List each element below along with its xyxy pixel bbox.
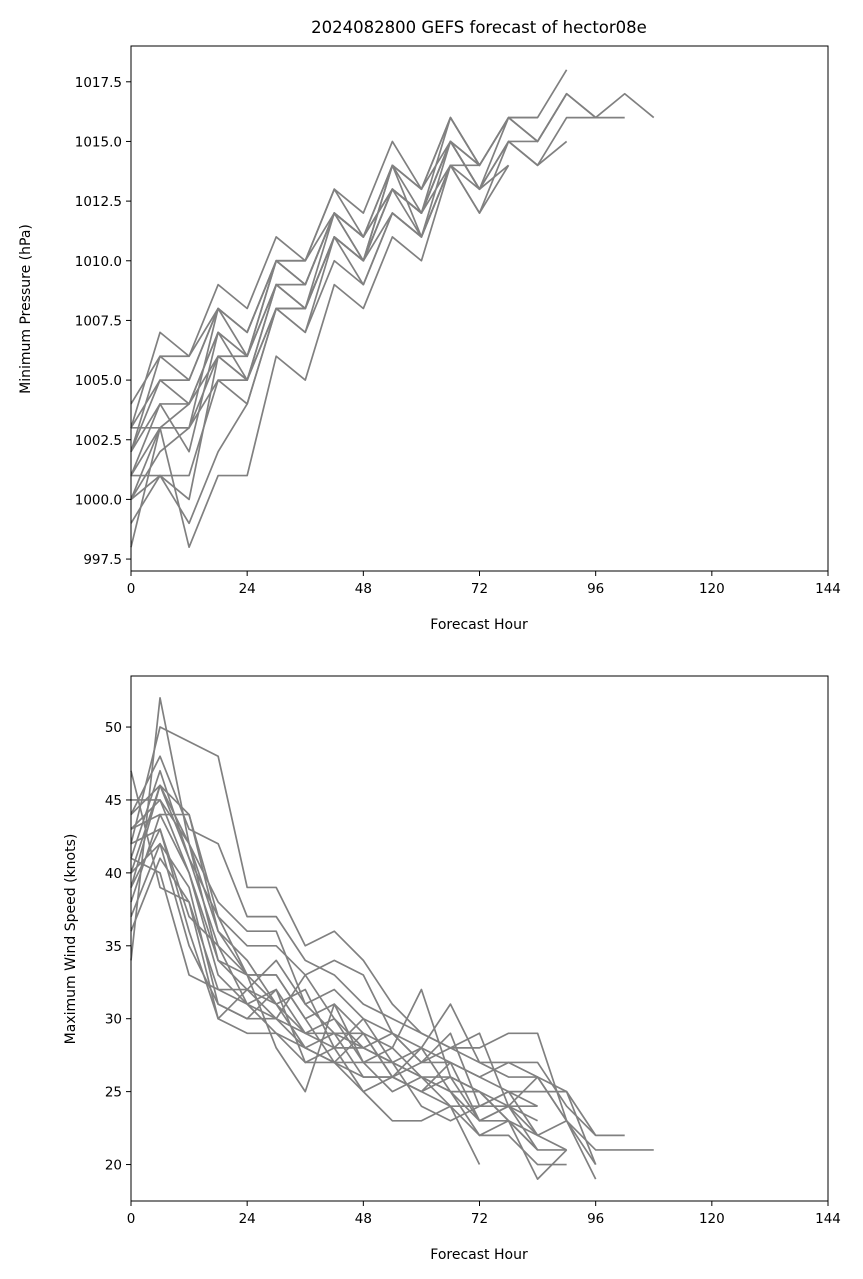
pressure-y-tick-label: 1015.0 [75,134,122,150]
wind-x-tick-label: 24 [239,1211,256,1227]
wind-member-line-14 [130,828,538,1108]
wind-member-line-3 [130,755,597,1136]
pressure-y-tick-label: 1017.5 [75,75,122,91]
pressure-plot-frame [130,45,829,572]
wind-x-tick-label: 144 [815,1211,841,1227]
wind-member-line-12 [131,799,568,1151]
pressure-x-tick-label: 0 [127,581,136,597]
pressure-x-axis-label: Forecast Hour [430,617,528,633]
pressure-x-ticks: 0 24 48 72 96 120 144 [127,571,841,597]
wind-y-ticks: 20 25 30 35 40 45 50 [105,720,131,1174]
wind-member-line-8 [130,813,567,1151]
pressure-y-tick-label: 1012.5 [75,194,122,210]
pressure-y-tick-label: 1002.5 [75,433,122,449]
wind-member-line-10 [130,857,481,1165]
wind-series-group [130,697,654,1180]
pressure-chart: 2024082800 GEFS forecast of hector08e 0 2… [18,18,841,633]
pressure-x-tick-label: 48 [355,581,372,597]
wind-member-line-16 [130,857,539,1151]
pressure-y-tick-label: 1007.5 [75,313,122,329]
pressure-member-line-13 [130,140,510,452]
pressure-x-tick-label: 96 [587,581,604,597]
wind-x-ticks: 0 24 48 72 96 120 144 [127,1201,841,1227]
pressure-x-tick-label: 144 [815,581,841,597]
pressure-member-line-7 [130,164,510,548]
wind-member-line-17 [130,784,567,1166]
pressure-member-line-10 [130,116,538,429]
wind-y-tick-label: 35 [105,939,122,955]
wind-member-line-13 [130,770,538,1122]
wind-y-axis-label: Maximum Wind Speed (knots) [63,834,79,1045]
pressure-x-tick-label: 72 [471,581,488,597]
wind-x-axis-label: Forecast Hour [430,1247,528,1263]
pressure-member-line-15 [130,165,452,501]
wind-x-tick-label: 96 [587,1211,604,1227]
pressure-y-tick-label: 1000.0 [75,492,122,508]
pressure-y-tick-label: 1010.0 [75,254,122,270]
wind-y-tick-label: 30 [105,1012,122,1028]
wind-y-tick-label: 20 [105,1158,122,1174]
pressure-member-line-2 [130,92,655,405]
wind-chart: 0 24 48 72 96 120 144 20 25 30 35 40 45 50 Forecast … [63,675,841,1263]
pressure-x-tick-label: 24 [239,581,256,597]
pressure-y-tick-label: 997.5 [83,552,122,568]
pressure-member-line-6 [130,140,568,525]
wind-member-line-2 [130,726,654,1151]
wind-member-line-4 [130,784,597,1165]
chart-title: 2024082800 GEFS forecast of hector08e [311,18,647,37]
pressure-series-group [130,69,655,548]
wind-y-tick-label: 45 [105,793,122,809]
pressure-x-tick-label: 120 [699,581,725,597]
pressure-y-ticks: 997.5 1000.0 1002.5 1005.0 1007.5 1010.0 1012.… [75,75,131,568]
pressure-y-tick-label: 1005.0 [75,373,122,389]
wind-x-tick-label: 120 [699,1211,725,1227]
wind-y-tick-label: 40 [105,866,122,882]
wind-member-line-18 [130,828,538,1122]
wind-x-tick-label: 72 [471,1211,488,1227]
wind-member-line-1 [130,697,625,1137]
wind-plot-frame [130,675,829,1202]
wind-y-tick-label: 50 [105,720,122,736]
wind-x-tick-label: 0 [127,1211,136,1227]
pressure-y-axis-label: Minimum Pressure (hPa) [18,224,34,394]
wind-x-tick-label: 48 [355,1211,372,1227]
wind-y-tick-label: 25 [105,1085,122,1101]
